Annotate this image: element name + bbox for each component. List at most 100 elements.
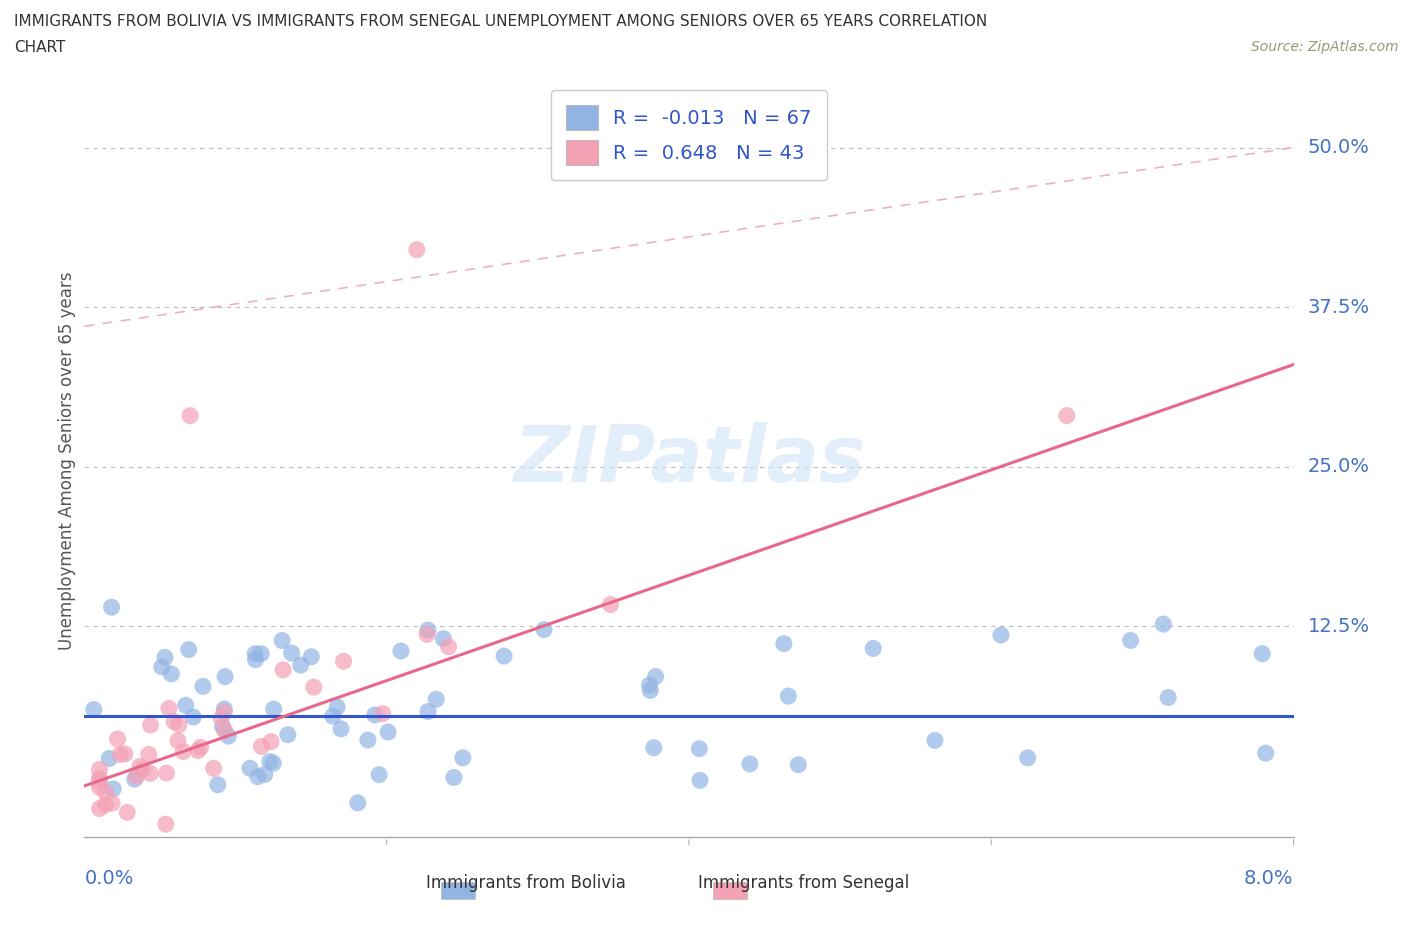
Point (125, 769, 148, 784)
Point (406, 242, 429, 257)
Point (202, 761, 225, 776)
Point (494, 648, 516, 663)
Point (129, 759, 152, 774)
Point (862, 641, 884, 656)
Point (371, 706, 394, 721)
Point (290, 658, 312, 672)
Point (214, 701, 236, 716)
Point (368, 767, 391, 782)
Point (179, 408, 201, 423)
Point (124, 772, 146, 787)
Point (214, 670, 236, 684)
Point (425, 692, 447, 707)
Point (377, 724, 399, 739)
Point (1119, 633, 1142, 648)
Point (1056, 408, 1078, 423)
Point (172, 744, 194, 759)
Point (416, 622, 439, 637)
Point (167, 733, 190, 748)
Point (451, 751, 474, 765)
Point (114, 747, 136, 762)
Point (103, 781, 125, 796)
Point (326, 699, 349, 714)
Point (211, 719, 233, 734)
Point (214, 723, 236, 737)
FancyBboxPatch shape (713, 883, 747, 898)
Point (98, 751, 121, 766)
Point (1251, 646, 1274, 661)
Point (89, 801, 111, 816)
Text: 37.5%: 37.5% (1308, 298, 1369, 316)
Point (167, 717, 190, 732)
Point (643, 740, 665, 755)
Point (155, 765, 177, 780)
Point (89, 762, 111, 777)
Point (89, 771, 111, 786)
Point (250, 739, 273, 754)
Point (416, 704, 439, 719)
Point (263, 701, 285, 716)
Point (271, 662, 294, 677)
Point (190, 740, 212, 755)
Point (1157, 690, 1180, 705)
Point (100, 600, 122, 615)
FancyBboxPatch shape (441, 883, 475, 898)
Point (416, 627, 439, 642)
Point (115, 805, 138, 820)
Text: IMMIGRANTS FROM BOLIVIA VS IMMIGRANTS FROM SENEGAL UNEMPLOYMENT AMONG SENIORS OV: IMMIGRANTS FROM BOLIVIA VS IMMIGRANTS FR… (14, 14, 987, 29)
Point (280, 645, 302, 660)
Point (271, 633, 294, 648)
Point (437, 639, 460, 654)
Point (108, 747, 131, 762)
Point (260, 734, 283, 749)
Point (83, 702, 105, 717)
Point (262, 756, 284, 771)
Text: Source: ZipAtlas.com: Source: ZipAtlas.com (1251, 40, 1399, 54)
Text: 50.0%: 50.0% (1308, 138, 1369, 157)
Y-axis label: Unemployment Among Seniors over 65 years: Unemployment Among Seniors over 65 years (58, 272, 76, 649)
Text: Immigrants from Bolivia: Immigrants from Bolivia (426, 874, 626, 892)
Point (217, 728, 239, 743)
Text: 0.0%: 0.0% (84, 869, 134, 888)
Point (599, 597, 621, 612)
Point (346, 795, 368, 810)
Point (132, 762, 155, 777)
Point (443, 770, 465, 785)
Point (778, 688, 800, 703)
Text: ZIPatlas: ZIPatlas (513, 422, 865, 498)
Point (214, 705, 236, 720)
Point (245, 652, 267, 667)
Point (332, 654, 354, 669)
Point (94, 785, 117, 800)
Point (209, 711, 232, 726)
Point (157, 701, 180, 716)
Text: Immigrants from Senegal: Immigrants from Senegal (699, 874, 910, 892)
Point (322, 709, 344, 724)
Text: 8.0%: 8.0% (1244, 869, 1294, 888)
Point (89, 774, 111, 789)
Point (101, 796, 124, 811)
Text: 12.5%: 12.5% (1308, 617, 1369, 636)
Point (432, 631, 454, 646)
Point (644, 669, 666, 684)
Point (364, 708, 387, 723)
Point (160, 667, 183, 682)
Point (389, 644, 412, 658)
Point (174, 698, 197, 712)
Text: CHART: CHART (14, 40, 66, 55)
Point (150, 659, 173, 674)
Point (924, 733, 946, 748)
Text: 25.0%: 25.0% (1308, 458, 1369, 476)
Point (533, 622, 555, 637)
Point (177, 643, 200, 658)
Point (239, 761, 262, 776)
Point (330, 722, 353, 737)
Point (688, 741, 710, 756)
Point (139, 718, 162, 733)
Point (155, 817, 177, 831)
Point (773, 636, 796, 651)
Point (638, 678, 661, 693)
Point (245, 646, 267, 661)
Point (246, 769, 269, 784)
Point (787, 757, 810, 772)
